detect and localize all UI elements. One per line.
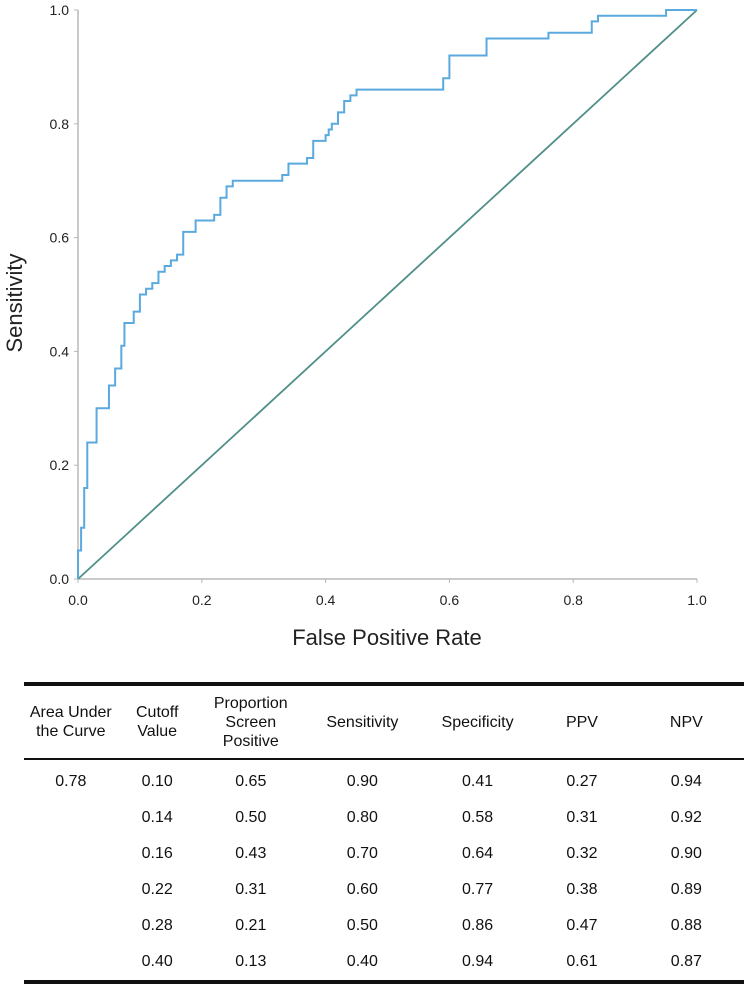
table-cell: 0.89 xyxy=(670,881,702,898)
table-cell: 0.47 xyxy=(566,917,598,934)
table-cell: 0.10 xyxy=(141,773,173,790)
table-cell: 0.88 xyxy=(670,917,702,934)
table-cell: 0.90 xyxy=(346,773,378,790)
table-cell: 0.94 xyxy=(461,953,494,970)
table-row: 0.22 0.31 0.60 0.77 0.38 0.89 xyxy=(24,872,744,908)
reference-diagonal-line xyxy=(77,9,698,580)
y-tick-label: 0.0 xyxy=(50,571,70,587)
table-cell: 0.38 xyxy=(566,881,598,898)
x-tick-label: 0.0 xyxy=(68,592,88,608)
table-cell xyxy=(24,872,118,908)
table-cell: 0.92 xyxy=(670,809,702,826)
table-cell: 0.31 xyxy=(566,809,598,826)
table-row: 0.16 0.43 0.70 0.64 0.32 0.90 xyxy=(24,836,744,872)
header-auc: Area Under the Curve xyxy=(29,704,112,740)
table-cell: 0.80 xyxy=(346,809,378,826)
table-cell: 0.86 xyxy=(461,917,494,934)
table-row: 0.14 0.50 0.80 0.58 0.31 0.92 xyxy=(24,800,744,836)
y-tick-label: 0.2 xyxy=(50,457,70,473)
table-cell: 0.94 xyxy=(670,773,702,790)
table-cell: 0.50 xyxy=(346,917,378,934)
table-cell: 0.78 xyxy=(55,773,87,790)
x-axis-title: False Positive Rate xyxy=(292,625,482,650)
roc-curve-line xyxy=(77,9,697,579)
y-tick-label: 0.8 xyxy=(50,116,70,132)
header-ppv: PPV xyxy=(565,713,598,731)
table-header-row: Area Under the Curve Cutoff Value Propor… xyxy=(24,684,744,759)
table-cell: 0.58 xyxy=(461,809,494,826)
y-ticks: 0.0 0.2 0.4 0.6 0.8 1.0 xyxy=(50,2,78,587)
table-cell: 0.14 xyxy=(141,809,173,826)
table-cell: 0.16 xyxy=(141,845,173,862)
table-cell: 0.87 xyxy=(670,953,702,970)
metrics-table: Area Under the Curve Cutoff Value Propor… xyxy=(24,682,744,984)
table-cell xyxy=(24,800,118,836)
table-cell: 0.40 xyxy=(141,953,173,970)
y-tick-label: 0.6 xyxy=(50,230,70,246)
table-cell: 0.28 xyxy=(141,917,173,934)
table-cell xyxy=(24,944,118,982)
table-cell: 0.41 xyxy=(461,773,494,790)
y-axis-title: Sensitivity xyxy=(2,253,27,352)
table-cell: 0.31 xyxy=(235,881,267,898)
x-tick-label: 0.4 xyxy=(316,592,336,608)
table-cell: 0.64 xyxy=(461,845,494,862)
x-tick-label: 0.6 xyxy=(440,592,460,608)
table-cell: 0.22 xyxy=(141,881,173,898)
table-row: 0.40 0.13 0.40 0.94 0.61 0.87 xyxy=(24,944,744,982)
table-cell: 0.21 xyxy=(235,917,267,934)
table-cell: 0.50 xyxy=(235,809,267,826)
table-row: 0.28 0.21 0.50 0.86 0.47 0.88 xyxy=(24,908,744,944)
table-cell: 0.65 xyxy=(235,773,267,790)
table-cell xyxy=(24,908,118,944)
x-tick-label: 0.8 xyxy=(563,592,583,608)
header-sensitivity: Sensitivity xyxy=(326,713,399,731)
x-ticks: 0.0 0.2 0.4 0.6 0.8 1.0 xyxy=(68,579,707,608)
x-tick-label: 1.0 xyxy=(687,592,707,608)
header-specificity: Specificity xyxy=(441,713,514,731)
table-cell: 0.60 xyxy=(346,881,378,898)
series-layer xyxy=(77,9,698,580)
table-cell: 0.61 xyxy=(566,953,598,970)
table-cell: 0.40 xyxy=(346,953,378,970)
header-proportion-screen-positive: Proportion Screen Positive xyxy=(213,694,288,750)
table-cell: 0.27 xyxy=(566,773,598,790)
table-cell: 0.77 xyxy=(461,881,494,898)
table-cell: 0.13 xyxy=(235,953,267,970)
y-tick-label: 1.0 xyxy=(50,2,70,18)
x-tick-label: 0.2 xyxy=(192,592,212,608)
table-cell: 0.90 xyxy=(670,845,702,862)
table-cell: 0.43 xyxy=(235,845,267,862)
table-cell: 0.70 xyxy=(346,845,378,862)
table-cell xyxy=(24,836,118,872)
header-cutoff: Cutoff Value xyxy=(135,704,179,740)
table-row: 0.78 0.10 0.65 0.90 0.41 0.27 0.94 xyxy=(24,759,744,800)
table-cell: 0.32 xyxy=(566,845,598,862)
y-tick-label: 0.4 xyxy=(50,343,70,359)
roc-chart: 0.0 0.2 0.4 0.6 0.8 1.0 0.0 0.2 0.4 0.6 0.8 1.0 Fa… xyxy=(2,2,707,650)
header-npv: NPV xyxy=(669,713,703,731)
